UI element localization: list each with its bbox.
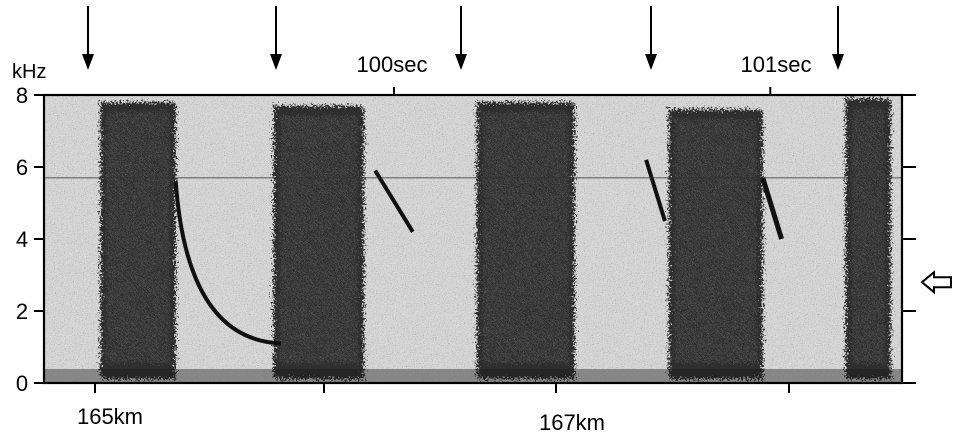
- trace-segment-2: [644, 159, 667, 222]
- event-arrowhead-0: [82, 54, 94, 70]
- y-tick-label-2: 2: [16, 299, 28, 324]
- band-3: [668, 109, 763, 380]
- spectrogram-field: [44, 95, 902, 383]
- dispersive-trace: [173, 181, 282, 346]
- band-texture-3: [674, 119, 757, 364]
- band-texture-0: [106, 112, 170, 363]
- band-0: [100, 102, 176, 379]
- band-texture-1: [279, 115, 358, 363]
- plot-area: [44, 95, 902, 383]
- band-texture-2: [482, 112, 569, 363]
- y-tick-label-8: 8: [16, 83, 28, 108]
- event-arrowhead-3: [645, 54, 657, 70]
- time-tick-label-101: 101sec: [741, 52, 812, 77]
- band-texture-4: [851, 108, 885, 363]
- y-tick-label-6: 6: [16, 155, 28, 180]
- trace-segment-1: [373, 169, 415, 233]
- distance-tick-label-165: 165km: [77, 404, 143, 429]
- y-tick-label-0: 0: [16, 371, 28, 396]
- event-arrowhead-1: [270, 54, 282, 70]
- y-tick-label-4: 4: [16, 227, 28, 252]
- time-tick-label-100: 100sec: [357, 52, 428, 77]
- y-unit-label: kHz: [12, 61, 46, 83]
- band-1: [273, 105, 364, 380]
- side-arrow-icon: [920, 270, 952, 295]
- trace-segment-3: [760, 177, 784, 240]
- band-2: [476, 102, 575, 379]
- chart-marks: [34, 6, 952, 393]
- band-4: [845, 98, 891, 379]
- distance-tick-label-167: 167km: [539, 410, 605, 434]
- event-arrowhead-2: [455, 54, 467, 70]
- event-arrowhead-4: [832, 54, 844, 70]
